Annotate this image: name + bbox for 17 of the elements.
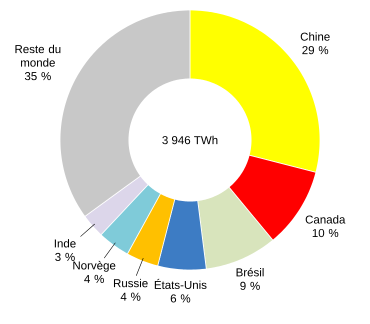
data-label: 9 % xyxy=(240,282,260,290)
slice-label: Brésil xyxy=(236,268,264,276)
slice-label: Canada xyxy=(306,215,346,224)
data-label: 3 % xyxy=(55,252,75,262)
data-label: 35 % xyxy=(24,72,51,80)
data-label: 4 % xyxy=(84,274,104,283)
data-label: 10 % xyxy=(312,228,338,238)
slice-label: États-Unis xyxy=(154,278,207,290)
text: 3 946 TWh xyxy=(162,136,218,144)
slice-label: Chine xyxy=(300,32,330,41)
slice-label: Reste du monde xyxy=(15,44,60,67)
data-label: 29 % xyxy=(302,46,328,54)
slice-label: Inde xyxy=(54,239,76,248)
data-label: 4 % xyxy=(120,292,140,301)
data-label: 6 % xyxy=(170,294,190,303)
slice-label: Russie xyxy=(114,278,148,288)
slice-label: Norvège xyxy=(73,260,116,272)
